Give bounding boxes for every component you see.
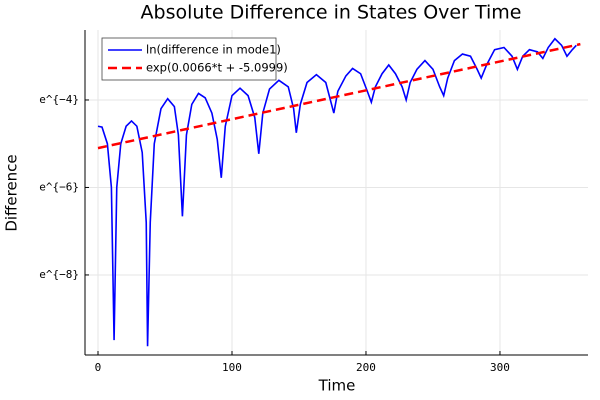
legend-box (101, 37, 277, 81)
line (97, 37, 577, 347)
y-tick-label: e^{−4} (39, 93, 79, 106)
y-tick-label: e^{−6} (39, 180, 79, 193)
y-tick-label: e^{−8} (39, 268, 79, 281)
y-axis-label: Difference (3, 154, 21, 231)
legend-label: exp(0.0066*t + -5.0999) (146, 61, 288, 75)
x-tick-label: 300 (490, 361, 510, 374)
x-tick-label: 0 (95, 361, 102, 374)
x-axis-label: Time (318, 377, 356, 395)
x-tick-label: 100 (222, 361, 242, 374)
legend-label: ln(difference in mode1) (146, 43, 281, 57)
chart-title: Absolute Difference in States Over Time (141, 2, 522, 24)
line (97, 42, 581, 150)
x-tick-label: 200 (356, 361, 376, 374)
